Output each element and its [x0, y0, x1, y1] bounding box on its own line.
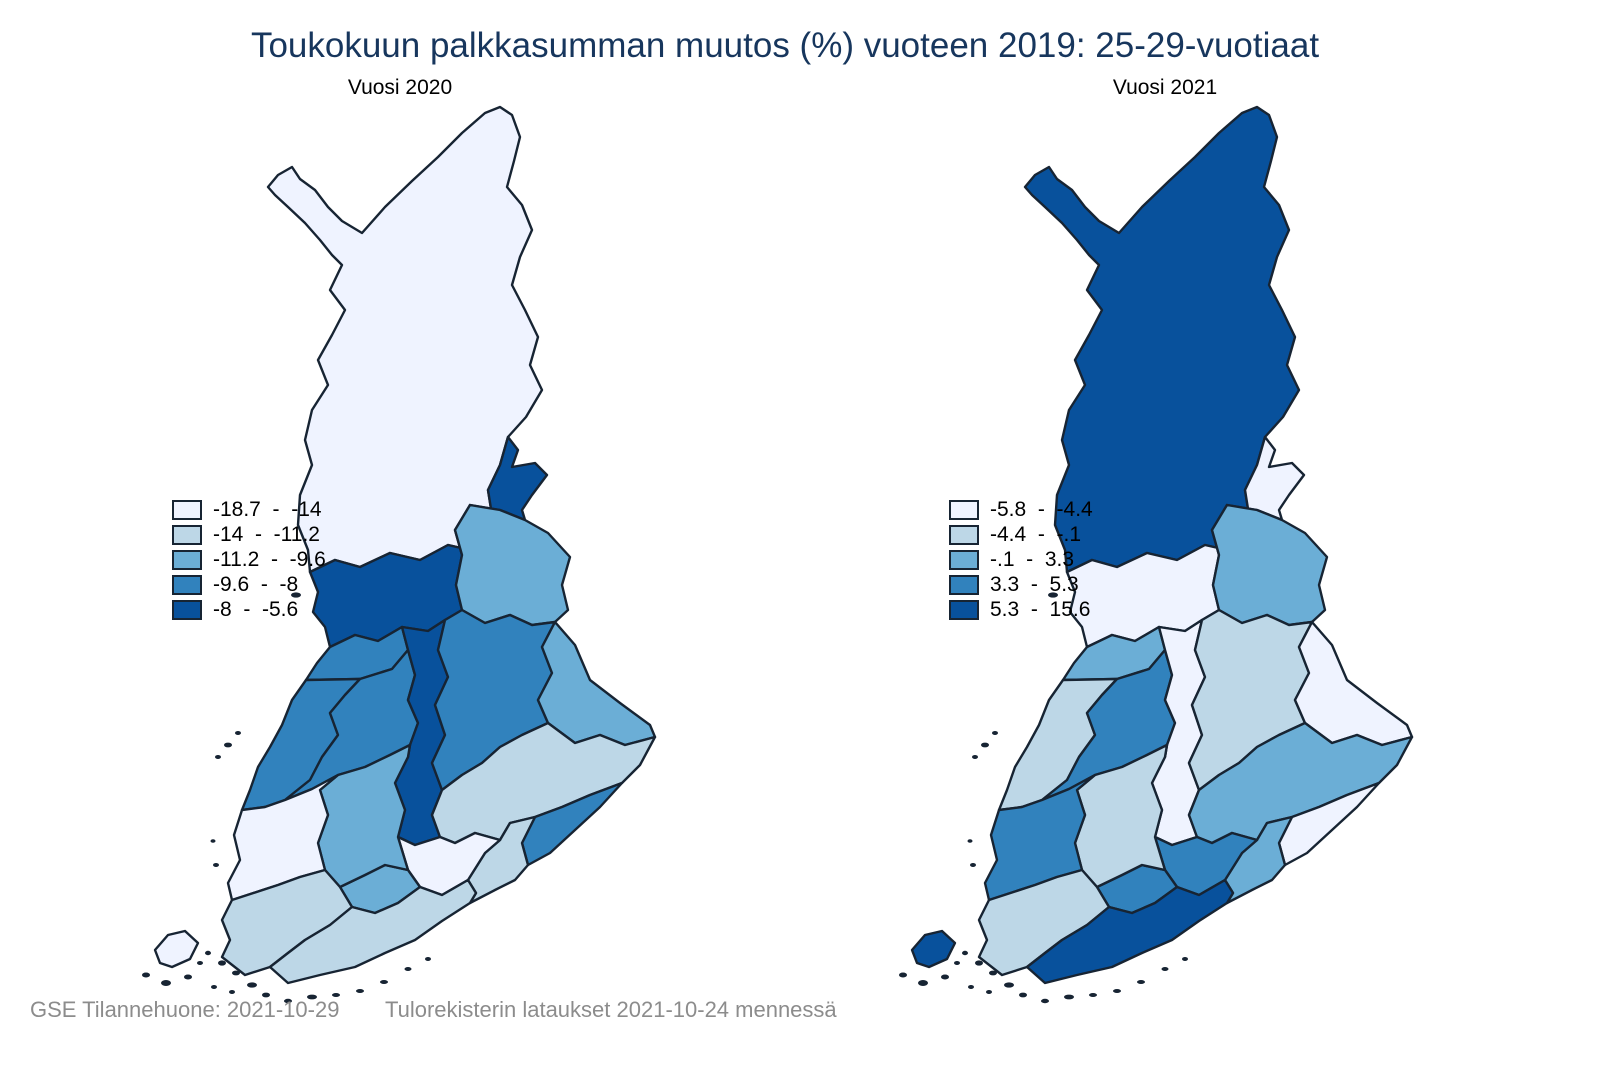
- archipelago-islands: [142, 592, 431, 1004]
- legend-label: -18.7 - -14: [213, 497, 322, 521]
- region-ahvenanmaa: [153, 929, 200, 969]
- legend-row: -14 - -11.2: [172, 522, 326, 547]
- legend-swatch-class2: [949, 524, 979, 545]
- legend-row: 5.3 - 15.6: [949, 597, 1093, 622]
- legend-row: -5.8 - -4.4: [949, 497, 1093, 522]
- legend-swatch-class1: [949, 499, 979, 520]
- legend-row: -.1 - 3.3: [949, 547, 1093, 572]
- finland-map-2021: [899, 105, 1414, 1004]
- legend-label: -4.4 - -.1: [990, 522, 1082, 546]
- legend-row: -8 - -5.6: [172, 597, 326, 622]
- region-uusimaa: [268, 878, 478, 985]
- legend-swatch-class5: [949, 599, 979, 620]
- legend-row: 3.3 - 5.3: [949, 572, 1093, 597]
- legend-2021: -5.8 - -4.4 -4.4 - -.1 -.1 - 3.3 3.3 - 5…: [949, 497, 1093, 622]
- legend-swatch-class5: [172, 599, 202, 620]
- legend-label: -14 - -11.2: [213, 522, 320, 546]
- legend-swatch-class4: [172, 574, 202, 595]
- legend-swatch-class2: [172, 524, 202, 545]
- source-note: GSE Tilannehuone: 2021-10-29: [30, 997, 340, 1022]
- legend-2020: -18.7 - -14 -14 - -11.2 -11.2 - -9.6 -9.…: [172, 497, 326, 622]
- legend-label: -11.2 - -9.6: [213, 547, 326, 571]
- region-pohjois-karjala: [536, 620, 657, 747]
- page-title: Toukokuun palkkasumman muutos (%) vuotee…: [250, 26, 1320, 65]
- legend-row: -4.4 - -.1: [949, 522, 1093, 547]
- legend-swatch-class4: [949, 574, 979, 595]
- region-pohjois-karjala: [1293, 620, 1414, 747]
- legend-row: -9.6 - -8: [172, 572, 326, 597]
- legend-label: -8 - -5.6: [213, 597, 299, 621]
- legend-label: 5.3 - 15.6: [990, 597, 1091, 621]
- archipelago-islands: [899, 592, 1188, 1004]
- legend-label: -5.8 - -4.4: [990, 497, 1093, 521]
- data-cutoff-note: Tulorekisterin lataukset 2021-10-24 menn…: [385, 997, 837, 1022]
- region-ahvenanmaa: [910, 929, 957, 969]
- region-kainuu: [1210, 503, 1329, 627]
- legend-label: 3.3 - 5.3: [990, 572, 1079, 596]
- legend-row: -18.7 - -14: [172, 497, 326, 522]
- region-kainuu: [453, 503, 572, 627]
- map-subtitle-2021: Vuosi 2021: [1112, 76, 1218, 99]
- legend-swatch-class3: [172, 549, 202, 570]
- finland-map-2020: [142, 105, 657, 1004]
- legend-swatch-class3: [949, 549, 979, 570]
- legend-label: -9.6 - -8: [213, 572, 299, 596]
- legend-label: -.1 - 3.3: [990, 547, 1075, 571]
- region-uusimaa: [1025, 878, 1235, 985]
- map-subtitle-2020: Vuosi 2020: [347, 76, 453, 99]
- legend-row: -11.2 - -9.6: [172, 547, 326, 572]
- legend-swatch-class1: [172, 499, 202, 520]
